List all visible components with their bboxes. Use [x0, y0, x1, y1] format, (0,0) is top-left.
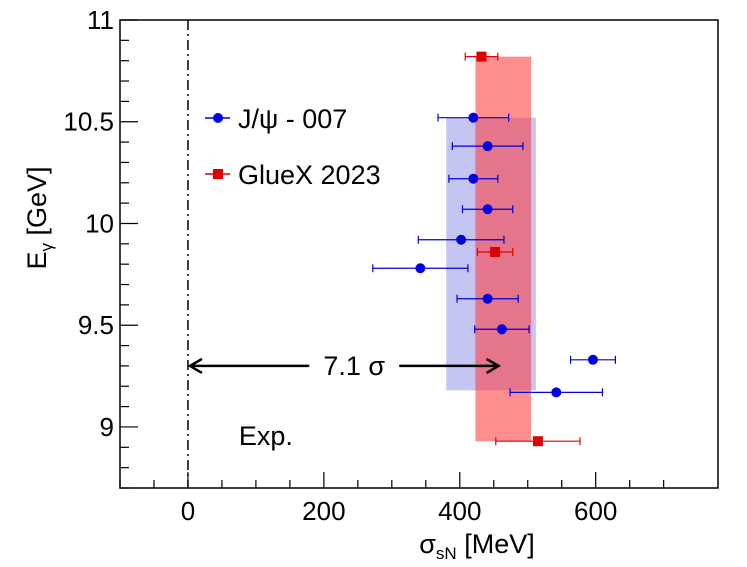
- legend-marker-square: [213, 169, 223, 179]
- y-axis-title: Eγ [GeV]: [22, 166, 56, 269]
- x-tick-label-2: 400: [438, 496, 481, 526]
- x-tick-label-1: 200: [302, 496, 345, 526]
- point-0-0: [437, 112, 510, 123]
- band-series-1: [475, 56, 532, 442]
- legend-entry-1: GlueX 2023: [205, 160, 381, 190]
- marker-circle: [551, 387, 562, 398]
- marker-circle: [482, 204, 493, 215]
- marker-circle: [587, 354, 598, 365]
- significance-arrow: 7.1 σ: [187, 351, 502, 381]
- axes-frame: [119, 19, 719, 489]
- y-tick-label-4: 11: [87, 5, 114, 35]
- point-0-9: [509, 387, 604, 398]
- data-points: [372, 51, 616, 447]
- marker-square: [490, 246, 501, 257]
- point-1-0: [464, 51, 499, 62]
- marker-circle: [482, 141, 493, 152]
- point-0-1: [451, 141, 524, 152]
- legend-marker-circle: [213, 113, 223, 123]
- point-1-1: [476, 246, 514, 257]
- point-0-3: [461, 204, 514, 215]
- marker-square: [532, 436, 543, 447]
- annotation-exp: Exp.: [239, 421, 293, 451]
- arrow-head-left: [187, 357, 203, 374]
- legend-label: GlueX 2023: [238, 160, 381, 190]
- tick-labels: 0 200 400 600 9 9.5 10 10.5 11: [63, 5, 617, 526]
- point-1-2: [495, 436, 581, 447]
- legend-entry-0: J/ψ - 007: [205, 104, 347, 134]
- y-tick-label-1: 9.5: [78, 310, 114, 340]
- axis-ticks: [119, 19, 665, 489]
- point-0-7: [474, 324, 530, 335]
- marker-circle: [496, 324, 507, 335]
- legend-label: J/ψ - 007: [238, 104, 347, 134]
- y-tick-label-0: 9: [100, 412, 114, 442]
- x-axis-title: σsN [MeV]: [419, 529, 534, 563]
- legend: J/ψ - 007 GlueX 2023: [205, 104, 381, 190]
- x-tick-label-0: 0: [181, 496, 195, 526]
- point-0-5: [372, 263, 469, 274]
- marker-circle: [482, 293, 493, 304]
- point-0-6: [456, 293, 519, 304]
- marker-circle: [468, 112, 479, 123]
- plot-frame: [119, 19, 719, 489]
- point-0-4: [417, 234, 505, 245]
- y-tick-label-2: 10: [85, 208, 114, 238]
- point-0-8: [569, 354, 616, 365]
- x-tick-label-3: 600: [574, 496, 617, 526]
- arrow-label: 7.1 σ: [323, 351, 385, 381]
- uncertainty-bands: [446, 56, 536, 442]
- marker-square: [476, 51, 487, 62]
- point-0-2: [448, 173, 499, 184]
- marker-circle: [456, 234, 467, 245]
- marker-circle: [415, 263, 426, 274]
- marker-circle: [468, 173, 479, 184]
- y-tick-label-3: 10.5: [63, 107, 114, 137]
- arrow-head-right: [485, 357, 502, 374]
- axis-titles: σsN [MeV] Eγ [GeV]: [22, 166, 535, 563]
